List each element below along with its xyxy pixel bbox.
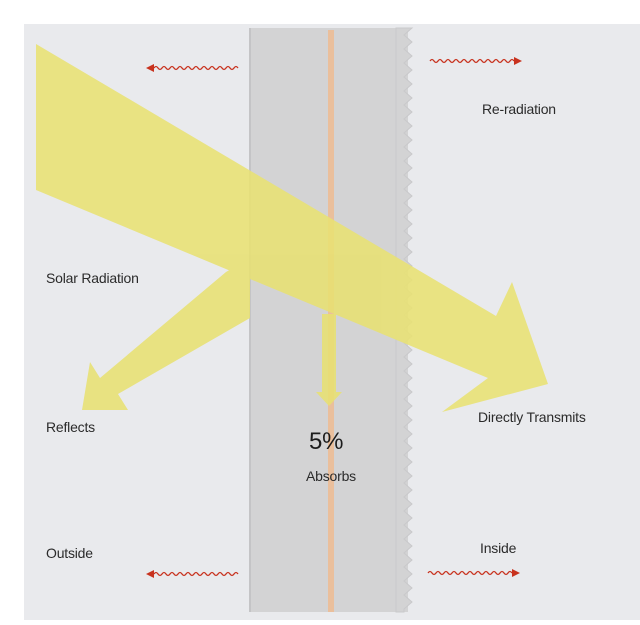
wavy-arrow-icon (153, 65, 239, 71)
wavy-arrow-icon (429, 58, 515, 64)
wavy-arrow-head-icon (512, 569, 520, 577)
directly-transmits-label: Directly Transmits (478, 409, 586, 425)
absorbs-arrow (316, 314, 342, 406)
wavy-arrow-icon (153, 571, 239, 577)
inside-label: Inside (480, 540, 517, 556)
re-radiation-label: Re-radiation (482, 101, 556, 117)
wavy-arrow-head-icon (146, 64, 154, 72)
wavy-arrow-head-icon (146, 570, 154, 578)
absorbs-percent: 5% (309, 428, 344, 455)
heat-waves (146, 57, 522, 578)
wavy-arrow-icon (427, 570, 513, 576)
absorbs-label: Absorbs (306, 468, 356, 484)
reflects-label: Reflects (46, 419, 95, 435)
wavy-arrow-head-icon (514, 57, 522, 65)
reflects-beam (82, 258, 250, 410)
solar-radiation-beam (36, 44, 548, 412)
solar-radiation-label: Solar Radiation (46, 270, 139, 286)
solar-beams (36, 44, 548, 412)
outside-label: Outside (46, 545, 93, 561)
